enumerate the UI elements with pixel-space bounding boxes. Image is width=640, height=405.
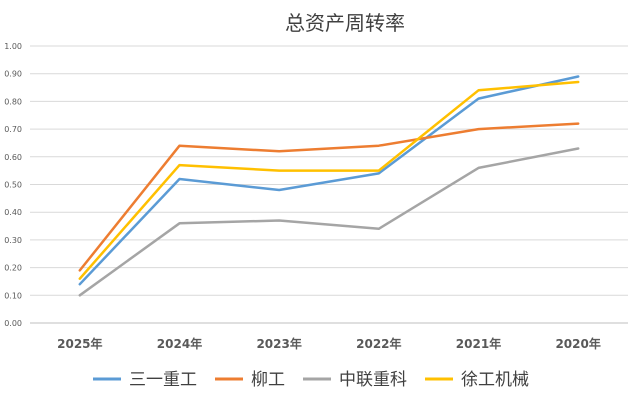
x-axis-ticks: 2025年 2024年 2023年 2022年 2021年 2020年 bbox=[57, 336, 601, 351]
series-line bbox=[78, 75, 580, 286]
x-tick-label: 2025年 bbox=[57, 336, 102, 351]
chart-title: 总资产周转率 bbox=[285, 11, 405, 35]
x-tick-label: 2024年 bbox=[157, 336, 202, 351]
y-tick-label: 0.60 bbox=[4, 153, 22, 162]
legend-label: 三一重工 bbox=[129, 370, 197, 390]
legend: 三一重工 柳工 中联重科 徐工机械 bbox=[93, 370, 529, 390]
legend-label: 柳工 bbox=[251, 370, 285, 390]
y-tick-label: 0.20 bbox=[4, 264, 22, 273]
series-line bbox=[78, 80, 580, 280]
series-line bbox=[78, 147, 580, 297]
y-tick-label: 0.80 bbox=[4, 97, 22, 106]
gridlines bbox=[30, 45, 628, 324]
series-line bbox=[78, 122, 580, 272]
legend-label: 中联重科 bbox=[339, 370, 407, 390]
y-tick-label: 0.30 bbox=[4, 236, 22, 245]
x-tick-label: 2022年 bbox=[356, 336, 401, 351]
legend-label: 徐工机械 bbox=[461, 370, 529, 390]
y-tick-label: 1.00 bbox=[4, 42, 22, 51]
series-lines bbox=[78, 75, 580, 297]
y-tick-label: 0.40 bbox=[4, 208, 22, 217]
y-tick-label: 0.00 bbox=[4, 319, 22, 328]
y-tick-label: 0.90 bbox=[4, 70, 22, 79]
x-tick-label: 2021年 bbox=[456, 336, 501, 351]
y-axis-ticks: 0.00 0.10 0.20 0.30 0.40 0.50 0.60 0.70 0.80 0.90… bbox=[4, 42, 22, 328]
y-tick-label: 0.50 bbox=[4, 181, 22, 190]
y-tick-label: 0.10 bbox=[4, 291, 22, 300]
x-tick-label: 2023年 bbox=[256, 336, 301, 351]
x-tick-label: 2020年 bbox=[555, 336, 600, 351]
y-tick-label: 0.70 bbox=[4, 125, 22, 134]
